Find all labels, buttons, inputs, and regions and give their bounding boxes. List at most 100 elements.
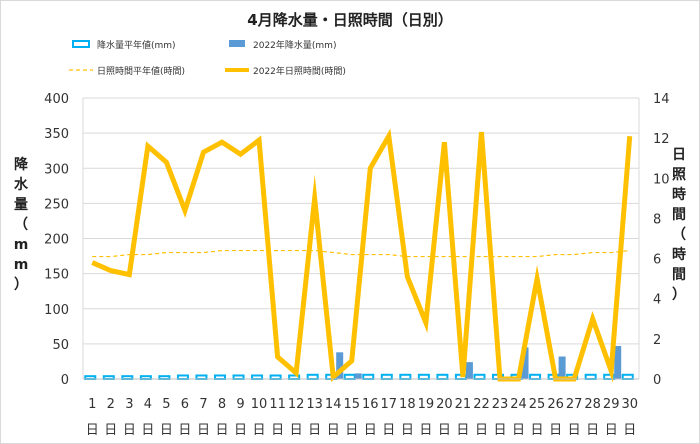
legend-label: 日照時間平年値(時間) (97, 65, 185, 77)
x-tick-suffix: 日 (456, 423, 469, 438)
line-layer (91, 128, 633, 383)
x-tick-label: 23 (492, 397, 509, 412)
legend-item: 日照時間平年値(時間) (69, 65, 185, 77)
y-right-tick-label: 12 (653, 132, 670, 147)
avg-rain-bar (529, 373, 542, 381)
legend-swatch (229, 40, 245, 47)
axis-label-char: 量 (14, 197, 28, 213)
rain-2022-bar (521, 347, 529, 379)
legend-label: 2022年日照時間(時間) (253, 65, 346, 77)
legend-item: 2022年日照時間(時間) (225, 65, 346, 77)
axis-label-char: 日 (672, 147, 686, 163)
y-right-axis-label: 日照時間（時間） (672, 147, 686, 303)
avg-rain-bar (251, 374, 264, 380)
x-tick-suffix: 日 (623, 423, 636, 438)
x-tick-suffix: 日 (493, 423, 506, 438)
x-tick-suffix: 日 (475, 423, 488, 438)
x-tick-suffix: 日 (568, 423, 581, 438)
x-tick-label: 11 (269, 397, 286, 412)
avg-rain-bar (176, 374, 189, 380)
x-tick-suffix: 日 (419, 423, 432, 438)
axis-label-char: （ (672, 227, 686, 243)
x-tick-suffix: 日 (364, 423, 377, 438)
rain-2022-bar (558, 356, 566, 379)
axis-label-char: 照 (672, 167, 686, 183)
axes: 050100150200250300350400024681012141日2日3… (14, 92, 686, 438)
x-tick-label: 16 (362, 397, 379, 412)
avg-rain-bar (584, 373, 597, 381)
axis-label-char: 間 (672, 207, 686, 223)
y-left-axis-label: 降水量 （ mm ） (14, 156, 29, 293)
avg-rain-bar (473, 373, 486, 381)
chart-title: 4月降水量・日照時間（日別） (247, 11, 452, 29)
x-tick-suffix: 日 (605, 423, 618, 438)
x-tick-suffix: 日 (141, 423, 154, 438)
axis-label-char: 時 (672, 186, 686, 203)
axis-label-char: ） (672, 287, 686, 303)
avg-rain-bar (214, 374, 226, 380)
x-tick-suffix: 日 (382, 423, 395, 438)
x-tick-label: 14 (325, 397, 342, 412)
avg-rain-bar (380, 373, 393, 381)
x-tick-suffix: 日 (271, 423, 284, 438)
y-left-tick-label: 0 (61, 373, 69, 388)
y-left-tick-label: 300 (44, 162, 69, 177)
x-tick-label: 5 (162, 397, 170, 412)
x-tick-label: 29 (603, 397, 620, 412)
x-tick-label: 4 (144, 397, 152, 412)
x-tick-label: 10 (251, 397, 268, 412)
x-tick-suffix: 日 (215, 423, 228, 438)
x-tick-suffix: 日 (401, 423, 414, 438)
axis-label-char: 降 (14, 156, 29, 173)
y-left-tick-label: 100 (44, 303, 69, 318)
y-left-tick-label: 350 (44, 127, 69, 142)
x-tick-label: 7 (199, 397, 207, 412)
x-tick-label: 27 (566, 397, 583, 412)
x-tick-label: 8 (218, 397, 226, 412)
x-tick-label: 1 (88, 397, 96, 412)
x-tick-label: 20 (436, 397, 453, 412)
x-tick-label: 9 (236, 397, 244, 412)
avg-rain-bar (195, 374, 208, 380)
x-tick-label: 6 (181, 397, 189, 412)
x-tick-suffix: 日 (438, 423, 451, 438)
y-right-tick-label: 14 (653, 92, 670, 107)
avg-rain-bar (232, 374, 245, 380)
legend-label: 降水量平年値(mm) (97, 39, 176, 51)
y-right-tick-label: 8 (653, 212, 661, 227)
x-tick-suffix: 日 (160, 423, 173, 438)
y-right-tick-label: 6 (653, 253, 661, 268)
x-tick-label: 21 (455, 397, 472, 412)
x-tick-label: 3 (125, 397, 133, 412)
avg-rain-bar (362, 373, 375, 381)
x-tick-suffix: 日 (345, 423, 358, 438)
y-left-tick-label: 150 (44, 268, 69, 283)
avg-rain-bar (306, 373, 319, 381)
avg-rain-bar (343, 373, 356, 381)
x-tick-suffix: 日 (586, 423, 599, 438)
legend: 降水量平年値(mm) 2022年降水量(mm) 日照時間平年値(時間) 2022年日照… (69, 39, 346, 77)
axis-label-char: 水 (14, 176, 29, 193)
x-tick-label: 17 (381, 397, 398, 412)
y-left-tick-label: 50 (52, 338, 69, 353)
x-tick-label: 30 (621, 397, 638, 412)
x-tick-suffix: 日 (549, 423, 562, 438)
y-right-tick-label: 10 (653, 172, 670, 187)
axis-label-char: 間 (672, 267, 686, 283)
avg-rain-bar (621, 373, 634, 381)
x-tick-suffix: 日 (123, 423, 136, 438)
x-tick-suffix: 日 (234, 423, 247, 438)
avg-rain-bar (269, 374, 282, 380)
x-tick-label: 28 (584, 397, 601, 412)
y-left-tick-label: 400 (44, 92, 69, 107)
bar-layer (84, 345, 634, 381)
legend-swatch (72, 40, 90, 48)
y-right-tick-label: 2 (653, 333, 661, 348)
x-tick-label: 13 (306, 397, 323, 412)
x-tick-suffix: 日 (197, 423, 210, 438)
x-tick-suffix: 日 (531, 423, 544, 438)
x-tick-label: 24 (510, 397, 527, 412)
legend-label: 2022年降水量(mm) (253, 39, 336, 51)
legend-item: 2022年降水量(mm) (229, 39, 336, 51)
